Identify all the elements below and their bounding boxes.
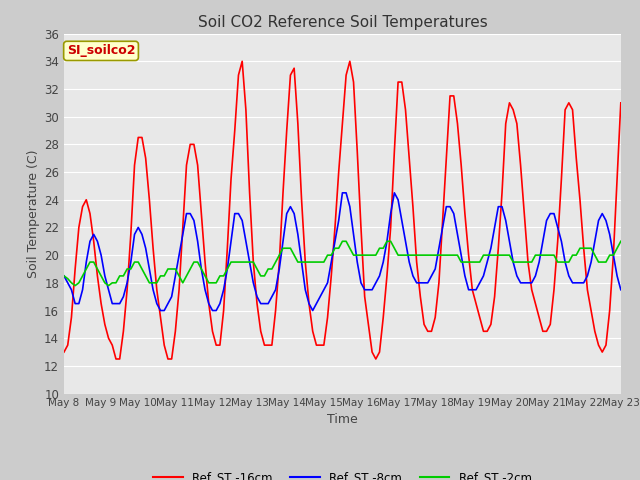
Text: SI_soilco2: SI_soilco2 xyxy=(67,44,135,58)
Y-axis label: Soil Temperature (C): Soil Temperature (C) xyxy=(27,149,40,278)
Title: Soil CO2 Reference Soil Temperatures: Soil CO2 Reference Soil Temperatures xyxy=(198,15,487,30)
Legend: Ref_ST -16cm, Ref_ST -8cm, Ref_ST -2cm: Ref_ST -16cm, Ref_ST -8cm, Ref_ST -2cm xyxy=(148,466,536,480)
X-axis label: Time: Time xyxy=(327,413,358,426)
